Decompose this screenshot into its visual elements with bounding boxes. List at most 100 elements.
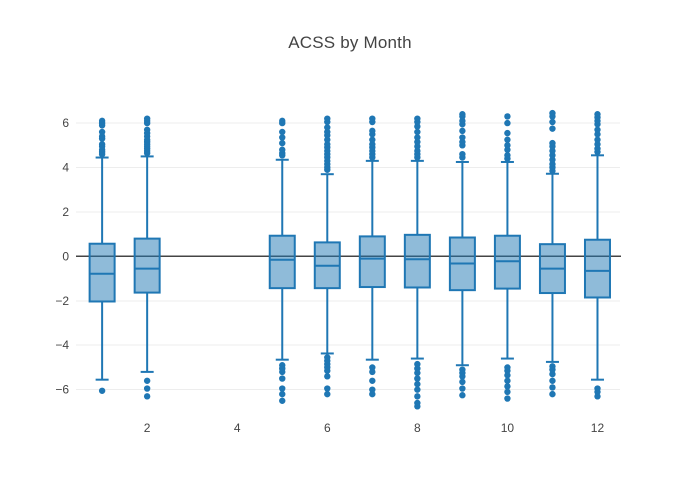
outlier-dot-month-9 (459, 385, 466, 392)
outlier-dot-month-11 (549, 156, 556, 163)
outlier-dot-month-7 (369, 136, 376, 143)
outlier-dot-month-1 (98, 133, 106, 140)
outlier-dot-month-5 (279, 390, 286, 398)
box-month-5[interactable] (268, 234, 296, 290)
y-tick-label: −2 (55, 294, 69, 308)
outlier-dot-month-12 (594, 126, 601, 133)
outlier-dot-month-2 (143, 115, 151, 122)
outlier-dot-month-9 (459, 138, 466, 146)
x-tick-label: 4 (234, 421, 241, 435)
outlier-dot-month-9 (459, 117, 466, 125)
outlier-dot-month-5 (279, 128, 286, 136)
y-tick-label: 2 (62, 205, 69, 219)
outlier-dot-month-6 (324, 128, 331, 136)
outlier-dot-month-9 (459, 151, 466, 158)
y-tick-label: −4 (55, 338, 69, 352)
outlier-dot-month-11 (549, 366, 556, 373)
outlier-dot-month-12 (594, 141, 601, 148)
outlier-dot-month-8 (414, 386, 421, 393)
outlier-dot-month-5 (279, 139, 286, 147)
outlier-dot-month-9 (459, 373, 466, 380)
outlier-dot-month-10 (504, 142, 511, 149)
outlier-dot-month-7 (369, 141, 376, 148)
outlier-dot-month-5 (279, 385, 286, 392)
outlier-dot-month-11 (549, 160, 556, 168)
outlier-dot-month-10 (504, 367, 511, 374)
outlier-dot-month-1 (98, 387, 106, 394)
box-month-7[interactable] (358, 235, 386, 289)
outlier-dot-month-10 (504, 372, 511, 379)
outlier-dot-month-9 (459, 111, 466, 118)
outlier-dot-month-12 (594, 145, 601, 152)
outlier-dot-month-8 (414, 143, 421, 150)
outlier-dot-month-5 (279, 134, 286, 141)
outlier-dot-month-7 (369, 115, 376, 122)
outlier-dot-month-6 (324, 141, 331, 148)
outlier-dot-month-10 (504, 119, 511, 127)
outlier-dot-month-7 (369, 368, 376, 376)
outlier-dot-month-7 (369, 390, 376, 398)
outlier-dot-month-10 (504, 377, 511, 384)
outlier-dot-month-8 (414, 123, 421, 130)
outlier-dot-month-9 (459, 127, 466, 135)
outlier-dot-month-10 (504, 129, 511, 137)
outlier-dot-month-6 (324, 367, 331, 374)
outlier-dot-month-8 (414, 138, 421, 146)
outlier-dot-month-1 (98, 128, 106, 136)
box-month-1[interactable] (88, 242, 116, 303)
x-tick-label: 12 (591, 421, 605, 435)
outlier-dot-month-7 (369, 127, 376, 135)
outlier-dot-month-2 (143, 393, 151, 400)
outlier-dot-month-11 (549, 152, 556, 159)
box-month-8[interactable] (403, 233, 431, 289)
outlier-dot-month-8 (414, 403, 421, 410)
outlier-dot-month-12 (594, 388, 601, 396)
outlier-dot-month-9 (459, 392, 466, 399)
x-tick-label: 6 (324, 421, 331, 435)
outlier-dot-month-6 (324, 390, 331, 398)
box-month-2[interactable] (133, 237, 161, 294)
outlier-dot-month-7 (369, 386, 376, 393)
outlier-dot-month-2 (143, 385, 151, 392)
outlier-dot-month-5 (279, 146, 286, 153)
outlier-dot-month-10 (504, 146, 511, 153)
outlier-dot-month-11 (549, 118, 556, 126)
outlier-dot-month-8 (414, 393, 421, 400)
outlier-dot-month-9 (459, 134, 466, 141)
y-tick-label: 0 (62, 249, 69, 263)
chart-title: ACSS by Month (288, 33, 412, 52)
outlier-dot-month-9 (459, 378, 466, 386)
outlier-dot-month-6 (324, 124, 331, 131)
outlier-dot-month-11 (549, 147, 556, 155)
outlier-dot-month-11 (549, 390, 556, 398)
outlier-dot-month-2 (143, 377, 151, 384)
outlier-dot-month-11 (549, 109, 556, 117)
outlier-dot-month-1 (98, 141, 106, 148)
outlier-dot-month-5 (279, 375, 286, 382)
outlier-dot-month-8 (414, 134, 421, 141)
outlier-dot-month-12 (594, 393, 601, 400)
x-tick-label: 10 (501, 421, 515, 435)
outlier-dot-month-5 (279, 368, 286, 376)
box-month-12[interactable] (583, 238, 611, 299)
outlier-dot-month-8 (414, 369, 421, 377)
x-tick-label: 2 (144, 421, 151, 435)
y-tick-label: 4 (62, 161, 69, 175)
outlier-dot-month-5 (279, 117, 286, 125)
outlier-dot-month-1 (98, 117, 106, 125)
outlier-dot-month-6 (324, 385, 331, 392)
outlier-dot-month-10 (504, 152, 511, 159)
outlier-dot-month-7 (369, 377, 376, 384)
outlier-dot-month-11 (549, 139, 556, 147)
y-tick-label: 6 (62, 116, 69, 130)
outlier-dot-month-6 (324, 136, 331, 143)
outlier-dot-month-10 (504, 388, 511, 396)
outlier-dot-month-6 (324, 115, 331, 122)
x-tick-label: 8 (414, 421, 421, 435)
outlier-dot-month-8 (414, 115, 421, 122)
outlier-dot-month-8 (414, 375, 421, 382)
outlier-dot-month-12 (594, 131, 601, 138)
outlier-dot-month-6 (324, 373, 331, 380)
outlier-dot-month-2 (143, 126, 151, 133)
